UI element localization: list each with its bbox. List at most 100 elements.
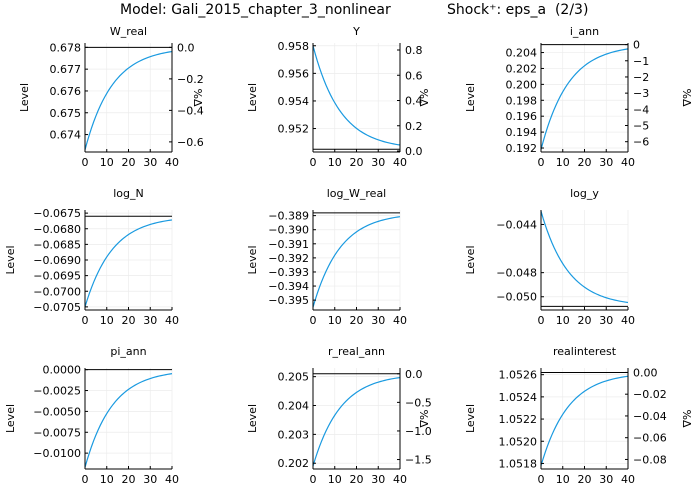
y2-tick-label: −0.6 xyxy=(177,136,204,149)
right-axis-label: %Δ xyxy=(191,89,204,107)
x-tick-label: 0 xyxy=(310,473,317,486)
y-tick-label: −0.0680 xyxy=(33,223,81,236)
y-tick-label: −0.0695 xyxy=(33,270,81,283)
y-tick-label: 0.203 xyxy=(278,428,310,441)
y2-tick-label: 0.2 xyxy=(405,120,423,133)
irf-line xyxy=(312,376,401,467)
right-axis-label: %Δ xyxy=(680,410,693,428)
y-tick-label: 0.958 xyxy=(278,40,310,53)
y-tick-label: 0.0000 xyxy=(43,364,82,377)
right-axis-label: %Δ xyxy=(680,89,693,107)
y-tick-label: 0.204 xyxy=(506,47,538,60)
figure-title-model: Model: Gali_2015_chapter_3_nonlinear xyxy=(120,2,391,18)
irf-line xyxy=(540,211,629,304)
y-tick-label: −0.0050 xyxy=(33,405,81,418)
y2-tick-label: −0.4 xyxy=(177,104,204,117)
right-axis-label: %Δ xyxy=(417,89,430,107)
subplot-pi-ann: 0 10 20 30 40 0.0000 −0.0025 −0.0050 −0.0075 −0.0… xyxy=(4,345,179,486)
subplot-title: realinterest xyxy=(553,345,617,358)
x-tick-label: 0 xyxy=(538,156,545,169)
x-tick-label: 40 xyxy=(393,314,407,327)
x-tick-label: 40 xyxy=(621,314,635,327)
y-tick-label: −0.391 xyxy=(268,238,309,251)
irf-line xyxy=(312,45,401,146)
x-tick-label: 0 xyxy=(538,473,545,486)
y2-tick-label: −0.06 xyxy=(633,432,667,445)
y2-tick-label: −1 xyxy=(633,55,649,68)
subplot-Y: 0 10 20 30 40 0.952 0.954 0.956 0.958 0.0 0.2 0.4 0.… xyxy=(246,25,430,169)
y-tick-label: 1.0526 xyxy=(499,369,538,382)
y-axis-label: Level xyxy=(464,245,477,274)
subplot-title: pi_ann xyxy=(110,345,146,358)
y-tick-label: 0.192 xyxy=(506,142,538,155)
y2-tick-label: −2 xyxy=(633,71,649,84)
y2-tick-label: −5 xyxy=(633,120,649,133)
y2-tick-label: −0.5 xyxy=(405,396,432,409)
y-tick-label: 1.0524 xyxy=(499,391,538,404)
y-axis-label: Level xyxy=(246,404,259,433)
y-tick-label: −0.395 xyxy=(268,294,309,307)
x-tick-label: 20 xyxy=(350,473,364,486)
subplot-log-N: 0 10 20 30 40 −0.0675 −0.0680 −0.0685 −0.0690 −0.… xyxy=(4,187,179,327)
y-tick-label: −0.0025 xyxy=(33,385,81,398)
y-tick-label: 0.676 xyxy=(50,85,82,98)
subplot-title: i_ann xyxy=(570,25,599,38)
x-tick-label: 20 xyxy=(122,156,136,169)
y-tick-label: −0.044 xyxy=(496,218,537,231)
y2-tick-label: 0 xyxy=(633,39,640,52)
y-tick-label: −0.390 xyxy=(268,224,309,237)
subplot-log-W-real: 0 10 20 30 40−0.389−0.390−0.391−0.392−0.393−… xyxy=(246,187,407,327)
subplot-title: log_W_real xyxy=(327,187,387,200)
x-tick-label: 20 xyxy=(122,314,136,327)
y-tick-label: 0.204 xyxy=(278,400,310,413)
y2-tick-label: −0.04 xyxy=(633,410,667,423)
y-tick-label: 1.0520 xyxy=(499,435,538,448)
y-axis-label: Level xyxy=(464,83,477,112)
y2-tick-label: −0.02 xyxy=(633,388,667,401)
irf-line xyxy=(84,219,173,308)
y2-tick-label: 0.6 xyxy=(405,69,423,82)
subplot-title: W_real xyxy=(110,25,147,38)
x-tick-label: 20 xyxy=(578,314,592,327)
y2-tick-label: 0.0 xyxy=(177,41,195,54)
x-tick-label: 10 xyxy=(556,156,570,169)
x-tick-label: 10 xyxy=(556,314,570,327)
y2-tick-label: −6 xyxy=(633,136,649,149)
x-tick-label: 40 xyxy=(165,156,179,169)
x-tick-label: 30 xyxy=(371,473,385,486)
y-tick-label: 0.205 xyxy=(278,371,310,384)
figure-title-shock: Shock⁺: eps_a (2/3) xyxy=(447,2,589,18)
x-tick-label: 10 xyxy=(328,156,342,169)
y2-tick-label: 0.8 xyxy=(405,44,423,57)
y-axis-label: Level xyxy=(4,245,17,274)
x-tick-label: 30 xyxy=(599,314,613,327)
subplot-r-real-ann: 0 10 20 30 40 0.202 0.203 0.204 0.205 0.0 −0.5 −1.0… xyxy=(246,345,432,486)
right-axis-label: %Δ xyxy=(417,410,430,428)
x-tick-label: 30 xyxy=(143,473,157,486)
x-tick-label: 0 xyxy=(82,314,89,327)
y-tick-label: 0.956 xyxy=(278,67,310,80)
y-tick-label: 0.678 xyxy=(50,41,82,54)
subplot-i-ann: 0 10 20 30 40 0.192 0.194 0.196 0.198 0.200 0.202 0… xyxy=(464,25,693,169)
y-tick-label: −0.393 xyxy=(268,266,309,279)
y-tick-label: 0.202 xyxy=(278,457,310,470)
y2-tick-label: −0.2 xyxy=(177,73,204,86)
y2-tick-label: −4 xyxy=(633,103,649,116)
y-tick-label: 0.202 xyxy=(506,62,538,75)
y2-tick-label: 0.0 xyxy=(405,368,423,381)
y-tick-label: −0.0685 xyxy=(33,238,81,251)
y2-tick-label: 0.4 xyxy=(405,95,423,108)
x-tick-label: 30 xyxy=(599,156,613,169)
x-tick-label: 40 xyxy=(621,473,635,486)
x-tick-label: 0 xyxy=(310,156,317,169)
x-tick-label: 40 xyxy=(393,156,407,169)
x-tick-label: 30 xyxy=(371,314,385,327)
y-tick-label: 1.0522 xyxy=(499,413,538,426)
y-tick-label: −0.0100 xyxy=(33,447,81,460)
x-tick-label: 30 xyxy=(143,314,157,327)
y-tick-label: 0.194 xyxy=(506,126,538,139)
x-tick-label: 10 xyxy=(100,473,114,486)
y-tick-label: −0.048 xyxy=(496,267,537,280)
y-tick-label: 0.198 xyxy=(506,94,538,107)
x-tick-label: 30 xyxy=(371,156,385,169)
